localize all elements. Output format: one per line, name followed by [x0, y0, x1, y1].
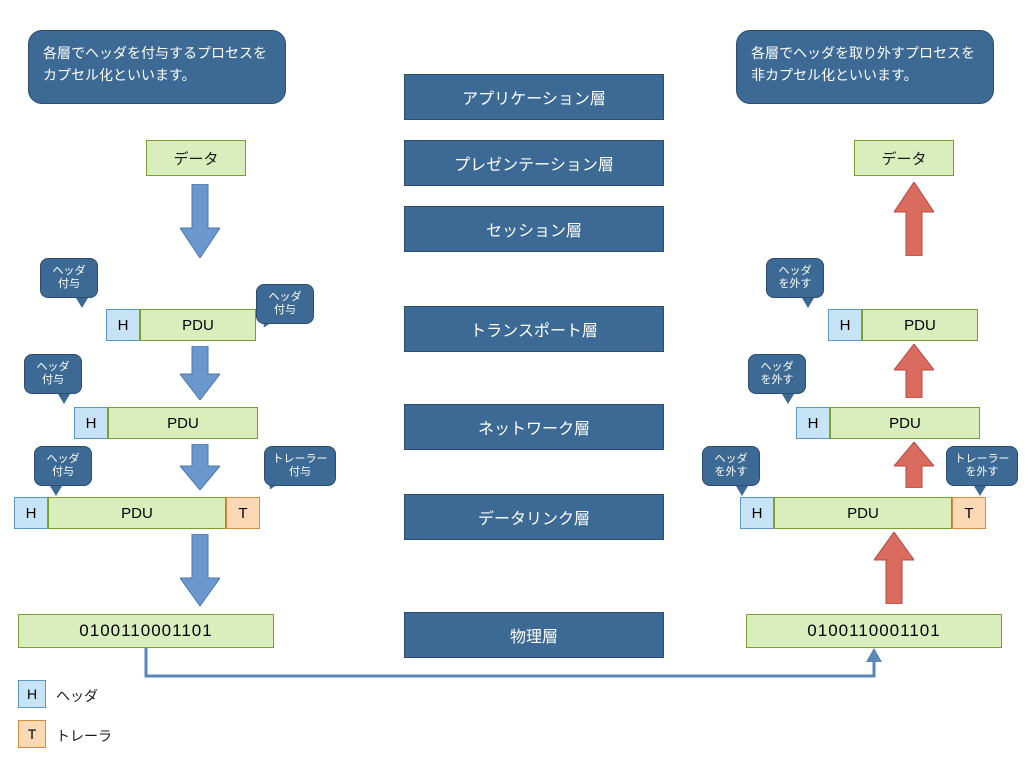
callout-add-header: ヘッダ 付与 [256, 284, 314, 324]
callout-remove-header: ヘッダ を外す [702, 446, 760, 486]
callout-tail-icon [76, 298, 88, 308]
callout-remove-trailer: トレーラー を外す [946, 446, 1018, 486]
callout-add-header: ヘッダ 付与 [24, 354, 82, 394]
callout-remove-header: ヘッダ を外す [766, 258, 824, 298]
connector-line [0, 0, 1028, 768]
callout-tail-icon [802, 298, 814, 308]
callout-remove-header: ヘッダ を外す [748, 354, 806, 394]
callout-tail-icon [58, 394, 70, 404]
callout-add-header: ヘッダ 付与 [34, 446, 92, 486]
callout-add-trailer: トレーラー 付与 [264, 446, 336, 486]
callout-add-header: ヘッダ 付与 [40, 258, 98, 298]
callout-tail-icon [974, 486, 986, 496]
callout-tail-icon [782, 394, 794, 404]
callout-tail-icon [50, 486, 62, 496]
callout-tail-icon [736, 486, 748, 496]
